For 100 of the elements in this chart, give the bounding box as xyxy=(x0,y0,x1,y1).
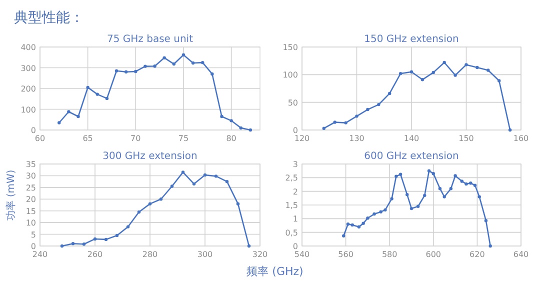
x-tick-label: 150 xyxy=(458,134,474,143)
point xyxy=(333,120,336,124)
point xyxy=(406,193,409,196)
point xyxy=(342,234,346,238)
point xyxy=(464,63,468,66)
x-tick-label: 80 xyxy=(226,134,236,143)
point xyxy=(420,78,424,82)
point xyxy=(322,126,326,130)
point xyxy=(508,128,512,132)
point xyxy=(104,238,108,242)
point xyxy=(137,210,141,214)
y-tick-label: 2 xyxy=(292,187,298,196)
point xyxy=(144,64,147,68)
point xyxy=(469,182,472,185)
point xyxy=(225,180,229,184)
x-axis-title: 频率 (GHz) xyxy=(246,265,304,278)
x-tick-label: 140 xyxy=(404,134,420,143)
x-tick-label: 65 xyxy=(82,134,93,143)
y-tick-label: 30 xyxy=(26,172,36,181)
y-tick-label: 300 xyxy=(20,64,36,73)
x-tick-label: 260 xyxy=(87,250,103,259)
y-tick-label: 10 xyxy=(26,218,36,228)
point xyxy=(498,79,501,82)
y-tick-label: 0 xyxy=(30,242,36,251)
point xyxy=(410,206,414,210)
chart-title: 75 GHz base unit xyxy=(107,34,194,45)
point xyxy=(239,126,242,130)
point xyxy=(344,121,348,124)
point xyxy=(96,92,99,96)
y-tick-label: 35 xyxy=(26,160,36,169)
x-tick-label: 560 xyxy=(338,250,354,259)
point xyxy=(346,222,350,226)
point xyxy=(384,208,387,212)
x-tick-label: 640 xyxy=(513,250,529,259)
point xyxy=(377,102,380,106)
point xyxy=(192,182,196,186)
point xyxy=(398,72,402,76)
point xyxy=(390,197,394,200)
point xyxy=(460,180,464,183)
text: 典型性能： xyxy=(14,10,84,26)
point xyxy=(355,114,358,118)
chart-title: 600 GHz extension xyxy=(364,151,459,162)
y-axis-title: 功率 (mW) xyxy=(5,170,17,220)
point xyxy=(182,53,186,56)
y-tick-label: 100 xyxy=(20,105,36,114)
point xyxy=(432,172,435,176)
y-tick-label: 400 xyxy=(20,43,36,52)
y-tick-label: 3 xyxy=(292,160,298,169)
y-tick-label: 15 xyxy=(26,206,36,216)
point xyxy=(357,225,361,228)
point xyxy=(464,182,468,186)
point xyxy=(449,187,453,190)
point xyxy=(126,225,130,228)
point xyxy=(398,172,402,176)
y-tick-label: 50 xyxy=(288,98,298,108)
x-tick-label: 75 xyxy=(178,134,189,143)
y-tick-label: 0 xyxy=(292,126,298,135)
point xyxy=(442,60,446,64)
point xyxy=(388,92,392,96)
point xyxy=(210,72,214,76)
point xyxy=(366,108,370,112)
y-tick-label: 0 xyxy=(30,126,36,135)
point xyxy=(181,170,185,174)
point xyxy=(93,237,97,241)
point xyxy=(124,70,128,74)
point xyxy=(105,96,109,100)
x-tick-label: 70 xyxy=(130,134,141,143)
point xyxy=(58,121,61,124)
chart-title: 300 GHz extension xyxy=(102,151,198,162)
y-tick-label: 1,5 xyxy=(285,201,298,210)
point xyxy=(432,70,435,74)
point xyxy=(248,128,252,132)
y-tick-label: 0,5 xyxy=(285,228,298,238)
point xyxy=(442,195,446,198)
point xyxy=(379,210,382,214)
x-tick-label: 320 xyxy=(252,250,268,259)
point xyxy=(71,242,75,246)
x-tick-label: 620 xyxy=(470,250,485,259)
point xyxy=(372,212,376,216)
point xyxy=(423,194,426,198)
point xyxy=(230,119,233,122)
point xyxy=(159,198,163,201)
point xyxy=(410,70,414,74)
point xyxy=(454,74,457,77)
point xyxy=(148,202,152,206)
point xyxy=(172,62,176,66)
x-tick-label: 600 xyxy=(426,250,442,259)
y-tick-label: 100 xyxy=(282,70,298,80)
point xyxy=(220,114,224,118)
point xyxy=(76,114,80,118)
x-tick-label: 300 xyxy=(197,250,213,259)
point xyxy=(488,244,492,248)
point xyxy=(162,56,166,60)
point xyxy=(114,69,118,72)
x-tick-label: 280 xyxy=(142,250,158,259)
point xyxy=(362,222,365,225)
point xyxy=(86,86,90,90)
y-tick-label: 5 xyxy=(30,230,36,240)
point xyxy=(438,187,442,190)
x-tick-label: 580 xyxy=(382,250,398,259)
